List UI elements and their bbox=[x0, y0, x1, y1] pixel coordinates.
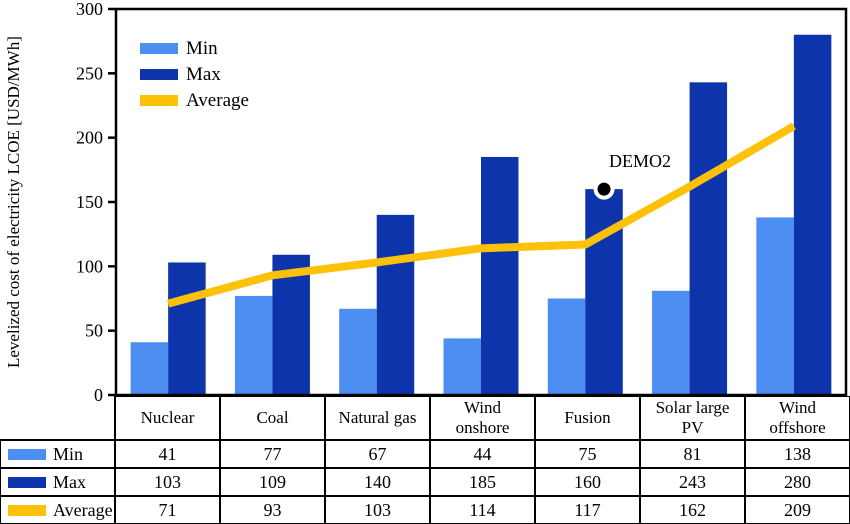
y-tick-label: 150 bbox=[76, 192, 103, 212]
min-bar bbox=[443, 338, 481, 395]
row-label-text: Max bbox=[53, 471, 86, 492]
table-value-min-solar-large-pv: 81 bbox=[640, 440, 745, 468]
table-value-average-wind-onshore: 114 bbox=[430, 496, 535, 524]
legend-label: Average bbox=[186, 90, 249, 111]
demo2-dot bbox=[597, 182, 611, 196]
table-value-average-wind-offshore: 209 bbox=[745, 496, 850, 524]
min-bar bbox=[130, 342, 169, 395]
table-corner-spacer bbox=[0, 396, 115, 440]
row-label-text: Min bbox=[53, 443, 84, 464]
y-tick-label: 100 bbox=[76, 256, 103, 276]
table-category-header-wind-onshore: Wind onshore bbox=[430, 396, 535, 440]
min-bar bbox=[234, 295, 273, 395]
table-category-header-coal: Coal bbox=[220, 396, 325, 440]
table-value-average-nuclear: 71 bbox=[115, 496, 220, 524]
table-row-label-min: Min bbox=[0, 440, 115, 468]
table-value-average-natural-gas: 103 bbox=[325, 496, 430, 524]
table-value-min-wind-offshore: 138 bbox=[745, 440, 850, 468]
table-value-max-natural-gas: 140 bbox=[325, 468, 430, 496]
min-bar bbox=[756, 217, 794, 395]
y-tick-label: 250 bbox=[76, 63, 103, 83]
table-value-max-wind-offshore: 280 bbox=[745, 468, 850, 496]
row-swatch-icon bbox=[8, 448, 46, 460]
table-value-average-fusion: 117 bbox=[535, 496, 640, 524]
table-value-min-fusion: 75 bbox=[535, 440, 640, 468]
y-tick-label: 200 bbox=[76, 128, 103, 148]
legend-label: Min bbox=[186, 38, 218, 59]
table-row-label-max: Max bbox=[0, 468, 115, 496]
table-category-header-fusion: Fusion bbox=[535, 396, 640, 440]
table-category-header-solar-large-pv: Solar large PV bbox=[640, 396, 745, 440]
max-bar bbox=[689, 82, 728, 395]
max-bar bbox=[272, 254, 310, 395]
max-bar bbox=[793, 34, 832, 395]
row-label-text: Average bbox=[53, 499, 113, 520]
table-value-max-fusion: 160 bbox=[535, 468, 640, 496]
legend-swatch-icon bbox=[140, 95, 178, 106]
min-bar bbox=[547, 298, 586, 395]
y-axis-title: Levelized cost of electricity LCOE [USD/… bbox=[4, 36, 23, 368]
y-tick-label: 300 bbox=[76, 0, 103, 19]
max-bar bbox=[376, 214, 415, 395]
table-value-max-wind-onshore: 185 bbox=[430, 468, 535, 496]
table-category-header-wind-offshore: Wind offshore bbox=[745, 396, 850, 440]
row-swatch-icon bbox=[8, 476, 46, 488]
table-value-average-solar-large-pv: 162 bbox=[640, 496, 745, 524]
legend-item-average: Average bbox=[140, 91, 249, 110]
min-bar bbox=[339, 308, 377, 395]
y-tick-label: 50 bbox=[85, 321, 103, 341]
table-row-label-average: Average bbox=[0, 496, 115, 524]
legend-swatch-icon bbox=[140, 43, 178, 54]
table-category-header-natural-gas: Natural gas bbox=[325, 396, 430, 440]
max-bar bbox=[481, 156, 519, 395]
legend-label: Max bbox=[186, 64, 221, 85]
legend-item-min: Min bbox=[140, 39, 249, 58]
table-value-min-wind-onshore: 44 bbox=[430, 440, 535, 468]
max-bar bbox=[585, 189, 623, 395]
lcoe-data-table: Nuclear Coal Natural gas Wind onshore Fusion… bbox=[0, 396, 850, 524]
chart-legend: Min Max Average bbox=[140, 39, 249, 110]
table-value-min-natural-gas: 67 bbox=[325, 440, 430, 468]
average-line bbox=[167, 122, 796, 308]
table-value-max-nuclear: 103 bbox=[115, 468, 220, 496]
annotation-dot-halo bbox=[593, 178, 615, 200]
row-swatch-icon bbox=[8, 504, 46, 516]
demo2-label: DEMO2 bbox=[609, 151, 671, 171]
table-value-min-coal: 77 bbox=[220, 440, 325, 468]
table-category-header-nuclear: Nuclear bbox=[115, 396, 220, 440]
table-value-average-coal: 93 bbox=[220, 496, 325, 524]
legend-item-max: Max bbox=[140, 65, 249, 84]
legend-swatch-icon bbox=[140, 69, 178, 80]
table-value-min-nuclear: 41 bbox=[115, 440, 220, 468]
min-bar bbox=[652, 290, 690, 395]
max-bar bbox=[168, 262, 206, 395]
table-value-max-coal: 109 bbox=[220, 468, 325, 496]
table-value-max-solar-large-pv: 243 bbox=[640, 468, 745, 496]
